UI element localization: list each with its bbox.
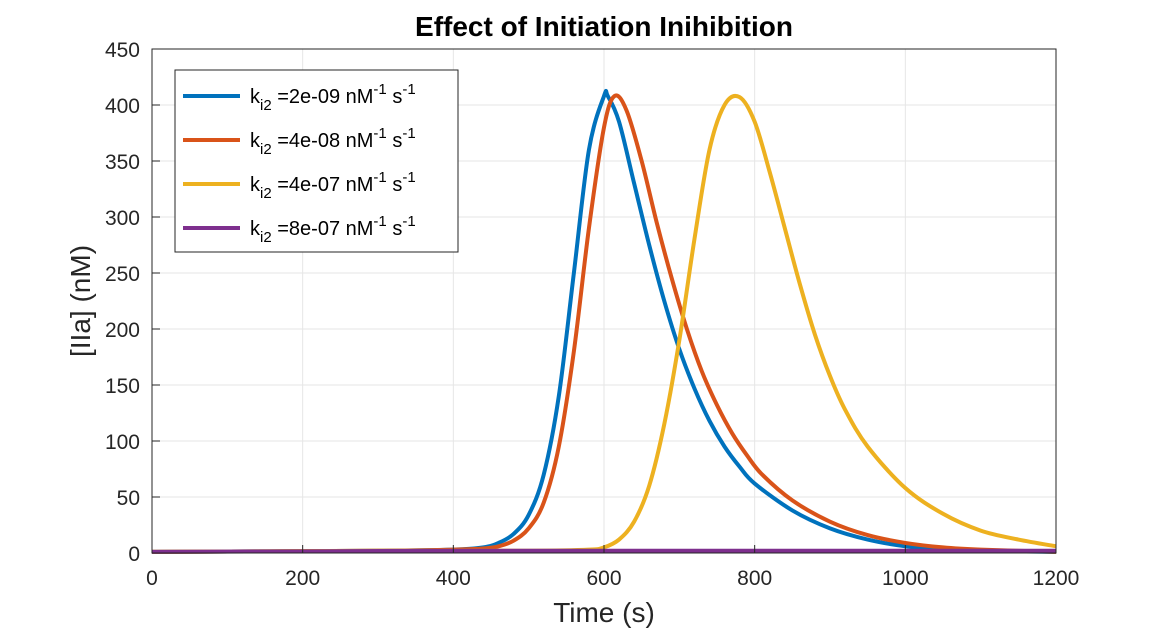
y-tick-label: 350: [105, 151, 140, 174]
legend-part-value: =2e-09 nM: [272, 86, 374, 108]
y-tick-label: 0: [128, 543, 140, 566]
legend-part-exp1: -1: [373, 125, 386, 142]
legend-part-exp1: -1: [373, 213, 386, 230]
y-tick-label: 450: [105, 39, 140, 62]
legend-part-k: k: [250, 174, 261, 196]
x-tick-label: 200: [285, 567, 320, 590]
x-tick-label: 800: [737, 567, 772, 590]
y-tick-label: 400: [105, 95, 140, 118]
legend-part-s: s: [387, 130, 403, 152]
y-tick-label: 50: [117, 487, 140, 510]
legend-part-exp2: -1: [402, 213, 415, 230]
legend-part-exp2: -1: [402, 169, 415, 186]
legend-part-value: =8e-07 nM: [272, 218, 374, 240]
legend-part-value: =4e-07 nM: [272, 174, 374, 196]
legend-entry-2: ki2 =4e-08 nM-1 s-1: [250, 125, 416, 158]
y-tick-label: 300: [105, 207, 140, 230]
x-axis-label: Time (s): [553, 597, 655, 628]
legend-part-s: s: [387, 218, 403, 240]
y-tick-label: 100: [105, 431, 140, 454]
legend-part-exp2: -1: [402, 81, 415, 98]
legend-part-value: =4e-08 nM: [272, 130, 374, 152]
x-tick-label: 600: [586, 567, 621, 590]
x-tick-label: 1200: [1033, 567, 1080, 590]
chart-title: Effect of Initiation Inihibition: [415, 11, 793, 42]
x-tick-label: 1000: [882, 567, 929, 590]
series-line-2: [151, 93, 1057, 554]
x-tick-label: 0: [146, 567, 158, 590]
legend-part-sub: i2: [260, 141, 272, 158]
legend-entry-4: ki2 =8e-07 nM-1 s-1: [250, 213, 416, 246]
legend-part-sub: i2: [260, 97, 272, 114]
legend-part-s: s: [387, 174, 403, 196]
x-tick-label: 400: [436, 567, 471, 590]
legend-part-k: k: [250, 218, 261, 240]
y-tick-label: 250: [105, 263, 140, 286]
legend-part-s: s: [387, 86, 403, 108]
legend-part-sub: i2: [260, 229, 272, 246]
y-tick-label: 200: [105, 319, 140, 342]
y-axis-label: [IIa] (nM): [65, 245, 96, 357]
series-line-1: [151, 88, 1057, 554]
legend-entry-3: ki2 =4e-07 nM-1 s-1: [250, 169, 416, 202]
ticks: 0 200 400 600 800 1000 1200 0 50 100 150 200 250 300 3…: [105, 39, 1079, 590]
y-tick-label: 150: [105, 375, 140, 398]
legend-part-exp1: -1: [373, 169, 386, 186]
legend-part-exp2: -1: [402, 125, 415, 142]
legend-part-k: k: [250, 86, 261, 108]
legend-part-k: k: [250, 130, 261, 152]
legend-box: [174, 69, 459, 253]
legend-entry-1: ki2 =2e-09 nM-1 s-1: [250, 81, 416, 114]
legend-part-sub: i2: [260, 185, 272, 202]
legend-part-exp1: -1: [373, 81, 386, 98]
